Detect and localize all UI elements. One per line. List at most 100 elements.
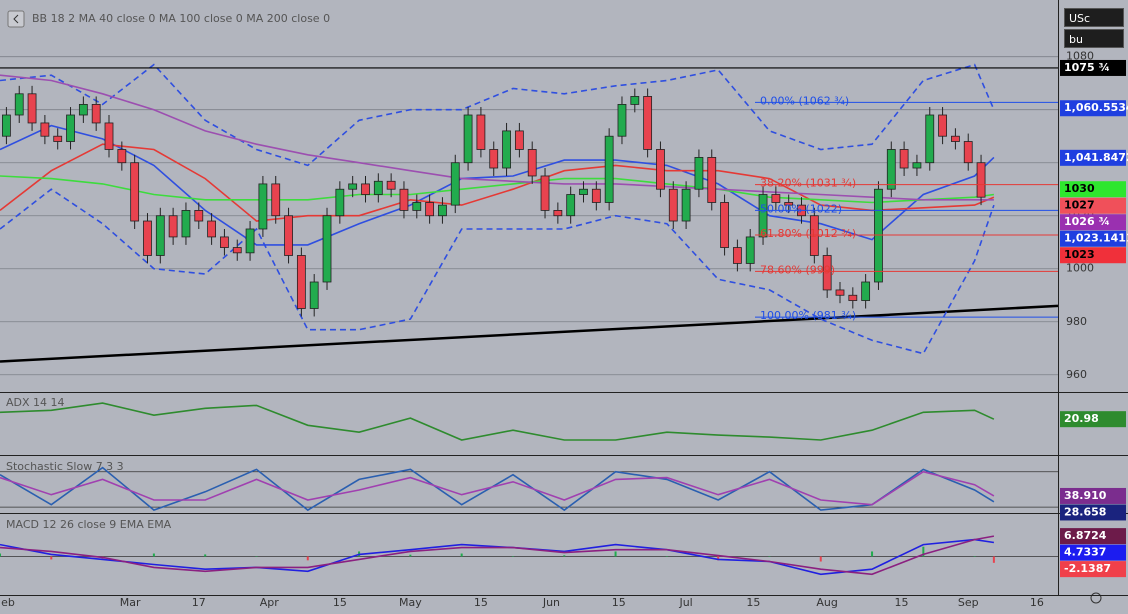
histogram-bar bbox=[204, 554, 207, 557]
indicator-line bbox=[0, 466, 995, 512]
price-tag bbox=[1060, 504, 1126, 521]
price-tag bbox=[1060, 544, 1126, 561]
histogram-bar bbox=[614, 551, 617, 557]
x-tick-label: 15 bbox=[746, 596, 760, 609]
candle-body bbox=[489, 149, 499, 169]
candle-body bbox=[630, 96, 640, 105]
x-tick-label: eb bbox=[1, 596, 15, 609]
price-tag bbox=[1060, 487, 1126, 504]
candle-body bbox=[514, 130, 524, 150]
candle-body bbox=[91, 104, 101, 124]
candle-body bbox=[976, 162, 986, 198]
plot-area bbox=[0, 535, 1058, 576]
candle-body bbox=[912, 162, 922, 169]
indicator-line bbox=[0, 470, 995, 506]
candle-body bbox=[732, 247, 742, 264]
candle-body bbox=[348, 183, 358, 190]
price-tag bbox=[1060, 100, 1126, 117]
fib-label: 100.00% (981 ¾) bbox=[760, 309, 856, 322]
mode-select[interactable]: bu bbox=[1064, 29, 1124, 48]
candle-body bbox=[540, 175, 550, 211]
candle-body bbox=[591, 188, 601, 203]
candle-body bbox=[399, 188, 409, 211]
price-tag bbox=[1060, 411, 1126, 428]
histogram-bar bbox=[871, 551, 874, 557]
fib-label: 38.20% (1031 ¾) bbox=[760, 177, 856, 190]
candle-body bbox=[463, 114, 473, 164]
histogram-bar bbox=[50, 556, 53, 560]
candle-body bbox=[579, 188, 588, 195]
price-tag-label: 1,041.8472 bbox=[1064, 151, 1128, 164]
candle-body bbox=[361, 183, 370, 195]
histogram-bar bbox=[973, 556, 976, 557]
price-tag-label: 1026 ¾ bbox=[1064, 215, 1110, 228]
candle-body bbox=[309, 281, 319, 309]
candle-body bbox=[617, 104, 627, 137]
trend-line bbox=[0, 304, 1058, 363]
symbol-select[interactable]: USc bbox=[1064, 8, 1124, 27]
price-tag bbox=[1060, 59, 1126, 76]
candle-body bbox=[604, 135, 614, 203]
fib-label: 0.00% (1062 ¾) bbox=[760, 94, 849, 107]
candle-body bbox=[232, 247, 242, 254]
histogram-bar bbox=[460, 553, 463, 557]
candle-body bbox=[707, 157, 717, 203]
x-tick-label: Mar bbox=[120, 596, 141, 609]
candle-body bbox=[874, 188, 883, 283]
price-tag-label: -2.1387 bbox=[1064, 562, 1111, 575]
price-tag-label: 1027 bbox=[1064, 199, 1095, 212]
candle-body bbox=[181, 210, 191, 238]
y-tick-label: 980 bbox=[1066, 315, 1087, 328]
x-tick-label: Aug bbox=[816, 596, 837, 609]
candle-body bbox=[758, 194, 768, 238]
price-tag bbox=[1060, 528, 1126, 545]
candle-body bbox=[53, 135, 63, 142]
candle-body bbox=[386, 180, 396, 190]
candle-body bbox=[822, 255, 832, 291]
candle-body bbox=[694, 157, 704, 190]
x-tick-label: Jul bbox=[678, 596, 692, 609]
x-tick-label: Sep bbox=[958, 596, 979, 609]
histogram-bar bbox=[768, 556, 771, 557]
fib-label: 78.60% (999) bbox=[760, 263, 835, 276]
histogram-bar bbox=[255, 556, 258, 557]
histogram-bar bbox=[511, 556, 514, 557]
fib-label: 50.00% (1022) bbox=[760, 202, 842, 215]
candle-body bbox=[155, 215, 165, 256]
fib-label: 61.80% (1012 ¾) bbox=[760, 227, 856, 240]
histogram-bar bbox=[819, 556, 822, 562]
candle-body bbox=[284, 215, 293, 256]
back-button[interactable] bbox=[7, 10, 25, 28]
candle-body bbox=[745, 236, 755, 264]
histogram-bar bbox=[306, 556, 309, 561]
indicator-line bbox=[0, 175, 995, 204]
candle-body bbox=[643, 96, 653, 150]
y-tick-label: 1000 bbox=[1066, 262, 1094, 275]
candle-body bbox=[438, 204, 447, 217]
panel-legend: MACD 12 26 close 9 EMA EMA bbox=[6, 518, 172, 531]
candle-body bbox=[861, 281, 871, 301]
price-tag-label: 1,023.1411 bbox=[1064, 232, 1128, 245]
price-tag-label: 1030 bbox=[1064, 182, 1095, 195]
candle-body bbox=[194, 210, 204, 222]
candle-body bbox=[245, 228, 255, 254]
panel-legend: BB 18 2 MA 40 close 0 MA 100 close 0 MA … bbox=[32, 12, 330, 25]
histogram-bar bbox=[717, 556, 720, 561]
price-tag-label: 1,060.5534 bbox=[1064, 101, 1128, 114]
indicator-line bbox=[0, 143, 995, 222]
candle-body bbox=[14, 93, 24, 116]
settings-icon[interactable] bbox=[1090, 592, 1102, 604]
panel-legend: Stochastic Slow 7 3 3 bbox=[6, 460, 124, 473]
plot-area bbox=[0, 402, 995, 441]
candle-body bbox=[296, 255, 306, 309]
histogram-bar bbox=[0, 553, 1, 557]
indicator-line bbox=[0, 535, 995, 576]
candle-body bbox=[143, 220, 152, 256]
x-tick-label: 15 bbox=[474, 596, 488, 609]
x-tick-label: May bbox=[399, 596, 422, 609]
back-icon bbox=[13, 14, 19, 24]
price-tag bbox=[1060, 214, 1126, 231]
candle-body bbox=[938, 114, 947, 137]
price-tag-label: 28.658 bbox=[1064, 505, 1106, 518]
candle-body bbox=[527, 149, 537, 177]
